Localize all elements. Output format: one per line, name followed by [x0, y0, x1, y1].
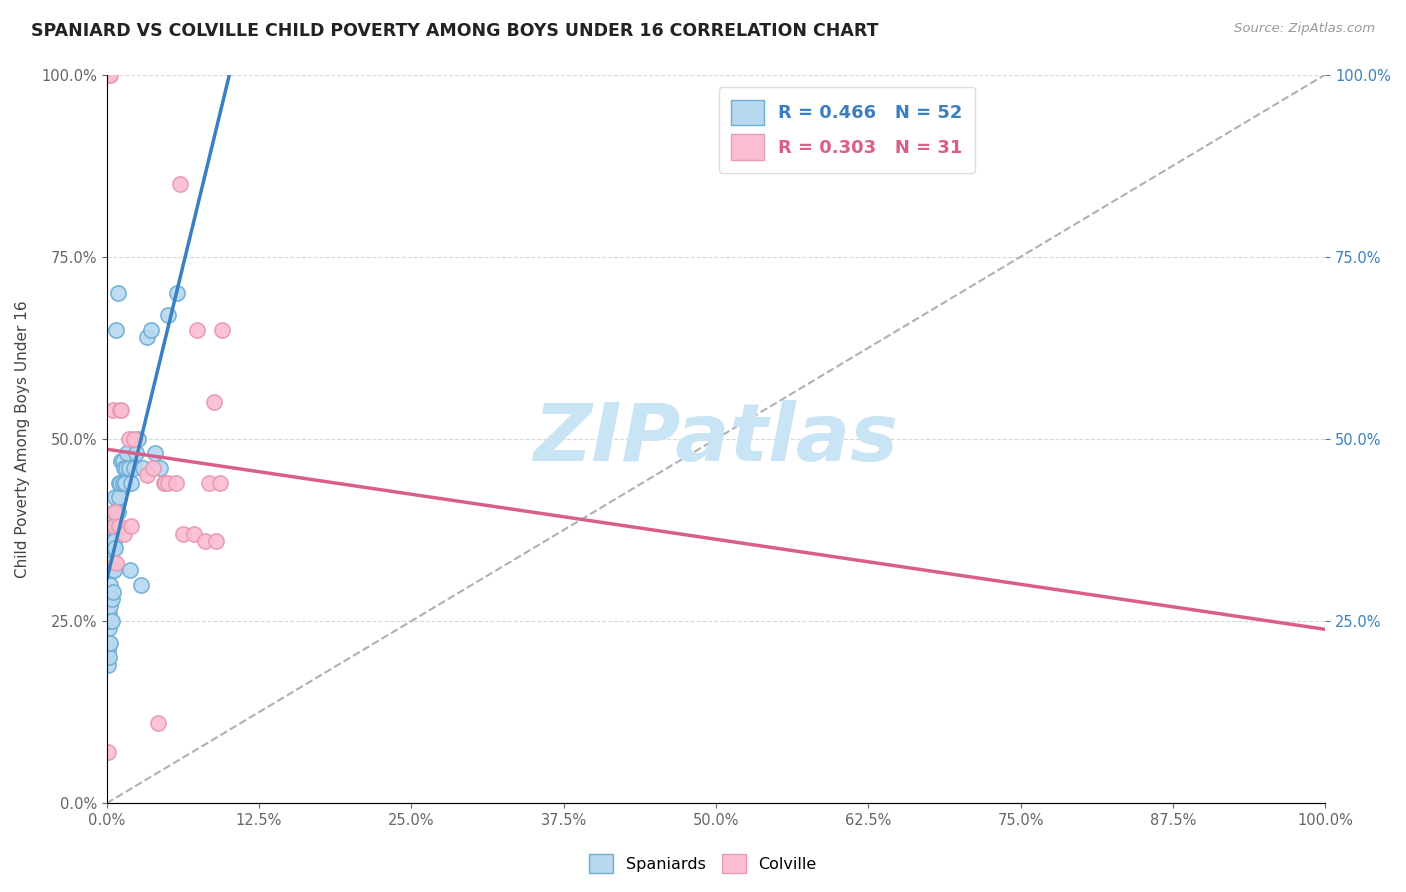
Point	[202, 395, 225, 409]
Point	[111, 454, 134, 468]
Point	[108, 475, 131, 490]
Point	[98, 636, 121, 650]
Point	[101, 519, 124, 533]
Point	[186, 322, 208, 336]
Point	[135, 468, 157, 483]
Point	[156, 308, 179, 322]
Point	[98, 68, 121, 82]
Point	[127, 432, 149, 446]
Point	[111, 475, 134, 490]
Point	[103, 505, 125, 519]
Point	[139, 322, 162, 336]
Point	[149, 461, 172, 475]
Point	[105, 519, 128, 533]
Point	[110, 402, 132, 417]
Point	[97, 643, 120, 657]
Point	[114, 475, 136, 490]
Point	[108, 519, 131, 533]
Point	[104, 505, 127, 519]
Point	[104, 490, 127, 504]
Point	[103, 563, 125, 577]
Point	[101, 402, 124, 417]
Point	[105, 556, 128, 570]
Point	[100, 614, 122, 628]
Point	[100, 592, 122, 607]
Text: Source: ZipAtlas.com: Source: ZipAtlas.com	[1234, 22, 1375, 36]
Point	[104, 541, 127, 556]
Point	[98, 577, 121, 591]
Point	[156, 475, 179, 490]
Legend: R = 0.466   N = 52, R = 0.303   N = 31: R = 0.466 N = 52, R = 0.303 N = 31	[718, 87, 976, 172]
Point	[103, 533, 125, 548]
Point	[153, 475, 176, 490]
Point	[211, 322, 233, 336]
Point	[145, 446, 167, 460]
Point	[108, 402, 131, 417]
Point	[110, 454, 132, 468]
Point	[165, 475, 187, 490]
Point	[101, 563, 124, 577]
Point	[198, 475, 221, 490]
Point	[142, 461, 165, 475]
Point	[146, 716, 169, 731]
Point	[98, 636, 121, 650]
Point	[98, 607, 121, 621]
Point	[105, 322, 128, 336]
Point	[112, 461, 135, 475]
Point	[166, 286, 188, 301]
Point	[125, 446, 148, 460]
Point	[98, 650, 121, 665]
Point	[169, 177, 191, 191]
Point	[209, 475, 232, 490]
Point	[104, 519, 127, 533]
Point	[108, 475, 131, 490]
Text: SPANIARD VS COLVILLE CHILD POVERTY AMONG BOYS UNDER 16 CORRELATION CHART: SPANIARD VS COLVILLE CHILD POVERTY AMONG…	[31, 22, 879, 40]
Point	[117, 461, 139, 475]
Point	[97, 657, 120, 672]
Point	[205, 533, 228, 548]
Point	[122, 432, 145, 446]
Y-axis label: Child Poverty Among Boys Under 16: Child Poverty Among Boys Under 16	[15, 300, 30, 578]
Point	[98, 621, 121, 635]
Point	[101, 585, 124, 599]
Point	[132, 461, 155, 475]
Point	[183, 526, 205, 541]
Point	[135, 330, 157, 344]
Point	[107, 286, 129, 301]
Point	[100, 533, 122, 548]
Point	[112, 526, 135, 541]
Legend: Spaniards, Colville: Spaniards, Colville	[583, 847, 823, 880]
Point	[117, 432, 139, 446]
Point	[129, 577, 152, 591]
Point	[101, 541, 124, 556]
Point	[120, 519, 142, 533]
Point	[122, 461, 145, 475]
Point	[155, 475, 177, 490]
Point	[107, 505, 129, 519]
Point	[98, 614, 121, 628]
Point	[194, 533, 217, 548]
Point	[98, 68, 121, 82]
Text: ZIPatlas: ZIPatlas	[533, 400, 898, 478]
Point	[117, 446, 139, 460]
Point	[97, 745, 120, 759]
Point	[103, 519, 125, 533]
Point	[120, 475, 142, 490]
Point	[115, 461, 138, 475]
Point	[118, 563, 141, 577]
Point	[100, 556, 122, 570]
Point	[108, 490, 131, 504]
Point	[173, 526, 195, 541]
Point	[98, 599, 121, 614]
